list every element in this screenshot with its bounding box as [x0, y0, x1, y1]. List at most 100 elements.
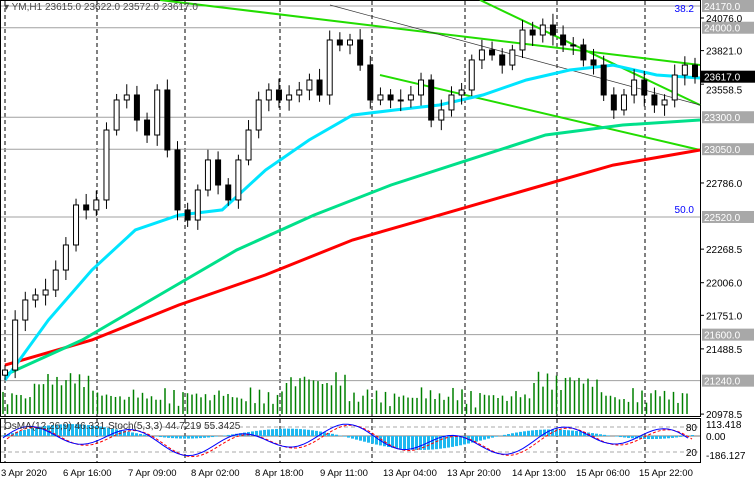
- osma-bar: [79, 424, 82, 436]
- candle-body: [154, 89, 161, 136]
- osma-bar: [263, 429, 266, 436]
- osma-bar: [507, 434, 510, 436]
- osma-bar: [623, 436, 626, 438]
- candle-body: [519, 29, 526, 51]
- osma-bar: [603, 434, 606, 436]
- price-tick-label: 21751.0: [706, 311, 743, 322]
- candle-body: [306, 79, 313, 91]
- osc-tick-label: 80: [686, 423, 698, 434]
- osc-tick-label: 20: [686, 448, 698, 459]
- fib-label: 50.0: [675, 205, 695, 216]
- osma-bar: [191, 436, 194, 439]
- osma-bar: [643, 436, 646, 439]
- time-label: 8 Apr 02:00: [191, 468, 240, 479]
- fib-label: 38.2: [675, 4, 695, 15]
- osma-bar: [227, 434, 230, 436]
- osma-bar: [619, 436, 622, 438]
- osma-bar: [143, 434, 146, 436]
- ohlc-label: 23615.0 23622.0 23572.0 23617.0: [44, 2, 198, 13]
- candle-body: [12, 319, 19, 371]
- osma-bar: [579, 431, 582, 436]
- osma-bar: [19, 430, 22, 436]
- osma-bar: [523, 431, 526, 436]
- osma-bar: [591, 433, 594, 436]
- candle-body: [73, 204, 80, 246]
- osma-bar: [123, 430, 126, 436]
- osma-bar: [675, 436, 678, 438]
- candle-body: [468, 59, 475, 91]
- osma-bar: [51, 424, 54, 436]
- osma-bar: [327, 432, 330, 436]
- osma-bar: [71, 424, 74, 436]
- osma-bar: [663, 436, 666, 439]
- candle-body: [671, 74, 678, 101]
- osma-bar: [47, 425, 50, 436]
- osma-bar: [283, 428, 286, 436]
- osma-bar: [179, 436, 182, 439]
- symbol-label: YM,H1: [11, 2, 43, 13]
- level-label: 21600.0: [704, 331, 741, 342]
- osma-bar: [407, 436, 410, 450]
- candle-body: [580, 44, 587, 61]
- level-label: 21240.0: [704, 377, 741, 388]
- stoch-signal-line: [6, 424, 693, 458]
- osma-bar: [487, 436, 490, 439]
- osma-bar: [43, 426, 46, 436]
- candle-body: [499, 54, 506, 66]
- candle-body: [245, 129, 252, 161]
- osma-bar: [515, 432, 518, 436]
- candle-body: [631, 79, 638, 96]
- level-label: 23050.0: [704, 145, 741, 156]
- osma-bar: [651, 436, 654, 440]
- candle-body: [32, 294, 39, 301]
- osma-bar: [503, 434, 506, 436]
- candle-body: [123, 94, 130, 101]
- candle-body: [438, 109, 445, 121]
- osma-bar: [155, 436, 158, 437]
- candle-body: [448, 94, 455, 111]
- osma-bar: [455, 436, 458, 447]
- candle-body: [489, 49, 496, 56]
- osma-bar: [195, 436, 198, 439]
- osma-bar: [355, 436, 358, 440]
- level-label: 23300.0: [704, 113, 741, 124]
- osma-bar: [451, 436, 454, 447]
- osma-bar: [691, 435, 694, 436]
- osma-bar: [599, 434, 602, 436]
- osma-bar: [75, 424, 78, 436]
- osma-bar: [215, 436, 218, 437]
- candle-body: [539, 24, 546, 36]
- price-tick-label: 23821.0: [706, 47, 743, 58]
- osma-bar: [23, 429, 26, 436]
- osma-bar: [387, 436, 390, 448]
- ma-fast-line: [3, 63, 701, 381]
- osma-bar: [559, 429, 562, 436]
- time-label: 15 Apr 06:00: [576, 468, 630, 479]
- osma-bar: [307, 429, 310, 436]
- time-label: 9 Apr 11:00: [320, 468, 368, 479]
- osma-bar: [7, 434, 10, 436]
- osma-bar: [495, 436, 498, 437]
- osma-bar: [319, 431, 322, 436]
- level-label-bg: [702, 111, 754, 124]
- candle-body: [225, 184, 232, 201]
- time-label: 13 Apr 20:00: [447, 468, 501, 479]
- osma-bar: [347, 436, 350, 438]
- candle-body: [275, 89, 282, 101]
- osma-bar: [563, 429, 566, 436]
- osc-frame: [0, 418, 701, 463]
- osma-bar: [391, 436, 394, 448]
- candle-body: [215, 159, 222, 186]
- stoch-main-line: [2, 423, 689, 457]
- osma-bar: [655, 436, 658, 439]
- candle-body: [357, 39, 364, 66]
- osma-bar: [271, 429, 274, 436]
- osma-bar: [431, 436, 434, 450]
- osma-bar: [403, 436, 406, 450]
- osma-bar: [627, 436, 630, 438]
- osma-bar: [103, 427, 106, 436]
- osma-bar: [287, 428, 290, 436]
- osma-bar: [11, 432, 14, 436]
- price-tick-label: 24076.0: [706, 14, 743, 25]
